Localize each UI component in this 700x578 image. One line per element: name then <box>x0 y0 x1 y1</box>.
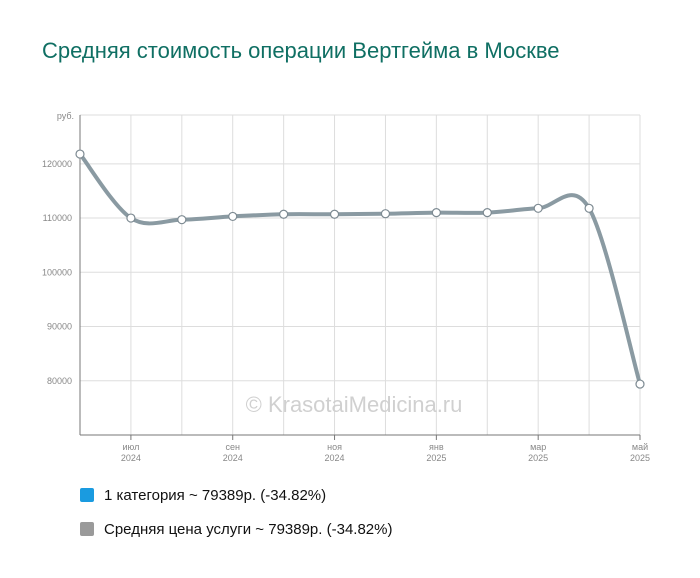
data-point <box>482 208 492 218</box>
watermark: © KrasotaiMedicina.ru <box>246 392 463 417</box>
data-point <box>228 211 238 222</box>
x-tick-label: 2025 <box>426 453 446 463</box>
legend-swatch <box>80 522 94 536</box>
y-tick-label: 80000 <box>47 376 72 386</box>
y-tick-label: 100000 <box>42 267 72 277</box>
data-point <box>329 209 340 219</box>
x-tick-label: июл <box>122 442 139 452</box>
series <box>78 152 642 387</box>
y-tick-label: 120000 <box>42 159 72 169</box>
legend-label: Средняя цена услуги ~ 79389р. (-34.82%) <box>104 520 393 538</box>
x-tick-label: ноя <box>327 442 342 452</box>
x-tick-label: 2024 <box>121 453 141 463</box>
x-tick-label: 2025 <box>528 453 548 463</box>
x-tick-label: янв <box>429 442 444 452</box>
legend-item[interactable]: 1 категория ~ 79389р. (-34.82%) <box>80 486 392 504</box>
data-point <box>635 379 645 389</box>
line-chart: 8000090000100000110000120000руб.июл2024с… <box>42 111 650 463</box>
data-point <box>533 203 543 213</box>
data-points <box>75 149 645 389</box>
data-point <box>279 209 289 219</box>
data-point <box>75 149 85 159</box>
x-tick-label: мар <box>530 442 546 452</box>
legend: 1 категория ~ 79389р. (-34.82%) Средняя … <box>80 486 392 554</box>
x-tick-label: 2024 <box>325 453 345 463</box>
x-tick-label: май <box>632 442 648 452</box>
series-line <box>78 152 642 387</box>
legend-swatch <box>80 488 94 502</box>
y-tick-label: 110000 <box>43 213 72 223</box>
chart-title: Средняя стоимость операции Вертгейма в М… <box>42 38 560 63</box>
x-tick-label: 2025 <box>630 453 650 463</box>
axes: 8000090000100000110000120000руб.июл2024с… <box>42 111 650 463</box>
y-tick-label: 90000 <box>47 322 72 332</box>
data-point <box>177 215 187 225</box>
data-point <box>431 208 441 218</box>
data-point <box>380 209 391 219</box>
legend-item[interactable]: Средняя цена услуги ~ 79389р. (-34.82%) <box>80 520 392 538</box>
x-tick-label: сен <box>225 442 240 452</box>
grid <box>80 114 641 435</box>
y-axis-label: руб. <box>57 111 74 121</box>
legend-label: 1 категория ~ 79389р. (-34.82%) <box>104 486 327 504</box>
series-line <box>79 153 641 386</box>
x-tick-label: 2024 <box>223 453 243 463</box>
data-point <box>584 203 594 213</box>
data-point <box>126 213 136 223</box>
